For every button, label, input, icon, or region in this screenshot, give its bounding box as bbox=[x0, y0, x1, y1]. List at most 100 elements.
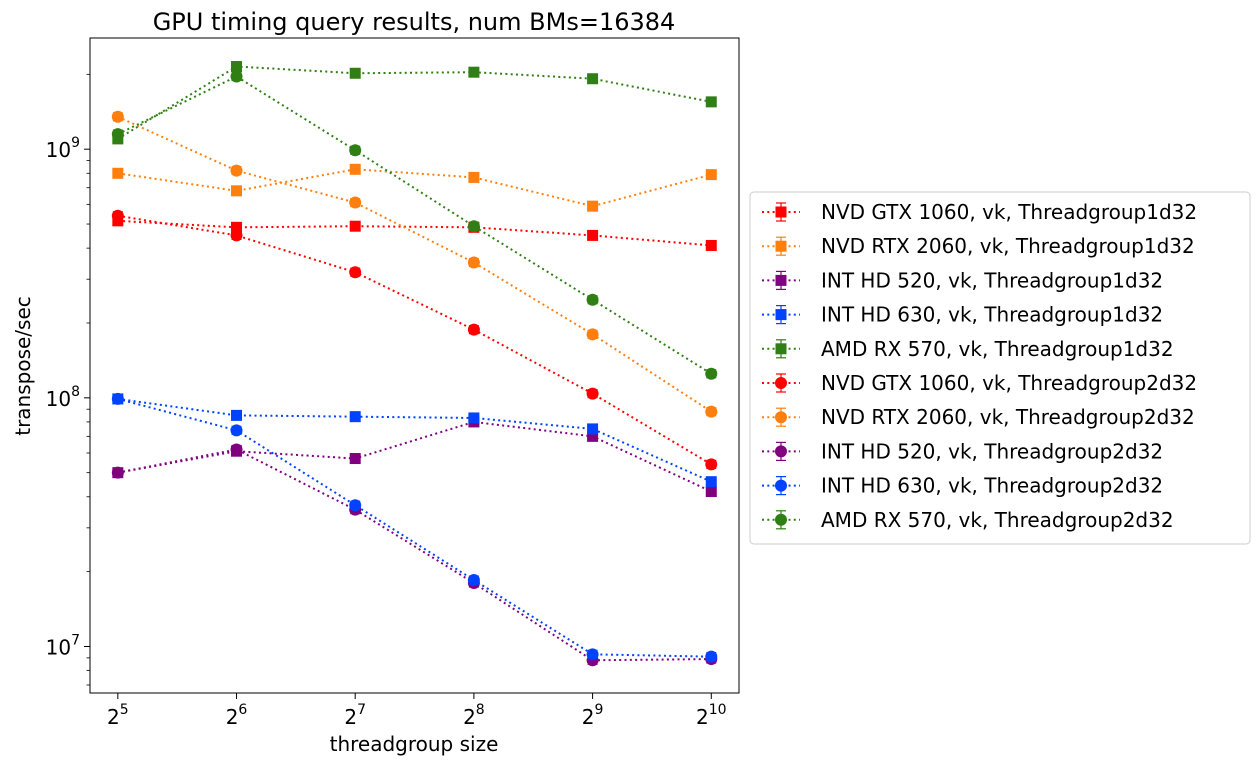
legend-entry: INT HD 520, vk, Threadgroup2d32 bbox=[762, 439, 1163, 463]
legend-label: AMD RX 570, vk, Threadgroup2d32 bbox=[821, 508, 1174, 532]
data-point bbox=[231, 409, 243, 421]
legend-entry: AMD RX 570, vk, Threadgroup2d32 bbox=[762, 508, 1174, 532]
series-line bbox=[117, 214, 712, 466]
legend-label: AMD RX 570, vk, Threadgroup1d32 bbox=[821, 337, 1174, 361]
legend-marker bbox=[775, 274, 787, 286]
series-8 bbox=[111, 392, 718, 663]
legend: NVD GTX 1060, vk, Threadgroup1d32 NVD RTX… bbox=[749, 191, 1251, 545]
data-point bbox=[705, 239, 717, 251]
x-tick-label: 210 bbox=[696, 702, 727, 729]
legend-label: NVD RTX 2060, vk, Threadgroup2d32 bbox=[821, 405, 1195, 429]
legend-marker bbox=[775, 411, 787, 424]
x-tick-label: 28 bbox=[463, 702, 485, 729]
series-line bbox=[117, 219, 712, 247]
legend-entry: INT HD 630, vk, Threadgroup1d32 bbox=[762, 303, 1163, 327]
legend-entry: NVD RTX 2060, vk, Threadgroup1d32 bbox=[762, 234, 1195, 258]
data-point bbox=[349, 163, 361, 175]
legend-label: INT HD 520, vk, Threadgroup2d32 bbox=[821, 439, 1163, 463]
data-point bbox=[587, 229, 599, 241]
data-point bbox=[467, 574, 480, 587]
data-point bbox=[349, 499, 362, 512]
data-point bbox=[111, 466, 124, 479]
data-point bbox=[468, 171, 480, 183]
legend-label: INT HD 630, vk, Threadgroup2d32 bbox=[821, 474, 1163, 498]
data-point bbox=[230, 70, 243, 83]
data-point bbox=[349, 196, 362, 209]
y-tick-label: 109 bbox=[46, 135, 80, 162]
y-axis-label: transpose/sec bbox=[11, 296, 35, 436]
y-tick-label: 108 bbox=[46, 384, 80, 411]
data-point bbox=[586, 293, 599, 306]
series-4 bbox=[112, 61, 717, 145]
legend-marker bbox=[775, 309, 787, 321]
series-line bbox=[117, 115, 712, 413]
legend-marker bbox=[775, 445, 787, 458]
legend-marker bbox=[775, 513, 787, 526]
data-point bbox=[586, 387, 599, 400]
x-axis-label: threadgroup size bbox=[330, 732, 499, 756]
data-point bbox=[705, 458, 718, 471]
series-line bbox=[117, 75, 712, 375]
legend-entry: AMD RX 570, vk, Threadgroup1d32 bbox=[762, 337, 1174, 361]
data-point bbox=[349, 67, 361, 79]
x-tick-label: 29 bbox=[582, 702, 604, 729]
data-point bbox=[349, 411, 361, 423]
data-point bbox=[587, 73, 599, 85]
data-point bbox=[111, 110, 124, 123]
legend-label: NVD RTX 2060, vk, Threadgroup1d32 bbox=[821, 234, 1195, 258]
data-point bbox=[231, 61, 243, 73]
series-5 bbox=[111, 209, 718, 471]
legend-label: NVD GTX 1060, vk, Threadgroup1d32 bbox=[821, 200, 1197, 224]
series-line bbox=[117, 448, 712, 662]
data-point bbox=[587, 200, 599, 212]
chart-title: GPU timing query results, num BMs=16384 bbox=[153, 8, 676, 36]
series-9 bbox=[111, 70, 718, 380]
legend-marker bbox=[775, 240, 787, 252]
series-7 bbox=[111, 443, 718, 667]
data-point bbox=[111, 392, 124, 405]
legend-entry: INT HD 630, vk, Threadgroup2d32 bbox=[762, 474, 1163, 498]
data-point bbox=[467, 323, 480, 336]
data-point bbox=[467, 256, 480, 269]
legend-marker bbox=[775, 343, 787, 355]
data-point bbox=[468, 66, 480, 78]
series-line bbox=[117, 397, 712, 658]
data-point bbox=[586, 328, 599, 341]
data-point bbox=[111, 209, 124, 222]
legend-entry: INT HD 520, vk, Threadgroup1d32 bbox=[762, 268, 1163, 292]
data-point bbox=[705, 367, 718, 380]
legend-label: INT HD 630, vk, Threadgroup1d32 bbox=[821, 303, 1163, 327]
data-point bbox=[705, 486, 717, 498]
data-point bbox=[349, 453, 361, 465]
data-point bbox=[468, 412, 480, 424]
data-point bbox=[112, 167, 124, 179]
data-point bbox=[705, 169, 717, 181]
legend-entry: NVD GTX 1060, vk, Threadgroup2d32 bbox=[762, 371, 1197, 395]
series-line bbox=[117, 420, 712, 493]
legend-box bbox=[749, 191, 1251, 545]
x-tick-label: 27 bbox=[344, 702, 366, 729]
series-line bbox=[117, 65, 712, 140]
data-point bbox=[349, 220, 361, 232]
data-point bbox=[231, 221, 243, 233]
plot-area: 25 26 27 28 29 210 107 108 109 bbox=[46, 37, 740, 729]
legend-label: NVD GTX 1060, vk, Threadgroup2d32 bbox=[821, 371, 1197, 395]
legend-marker bbox=[775, 377, 787, 389]
data-point bbox=[467, 220, 480, 233]
data-point bbox=[587, 423, 599, 435]
series-0 bbox=[112, 215, 717, 251]
data-point bbox=[586, 648, 599, 661]
series-line bbox=[117, 168, 712, 208]
data-point bbox=[587, 430, 599, 442]
legend-entry: NVD RTX 2060, vk, Threadgroup2d32 bbox=[762, 405, 1195, 429]
data-point bbox=[705, 96, 717, 108]
data-point bbox=[230, 229, 243, 242]
legend-marker bbox=[775, 206, 787, 218]
series-1 bbox=[112, 163, 717, 212]
x-tick-label: 25 bbox=[107, 702, 129, 729]
data-point bbox=[705, 405, 718, 418]
legend-label: INT HD 520, vk, Threadgroup1d32 bbox=[821, 268, 1163, 292]
series-line bbox=[117, 397, 712, 483]
x-tick-label: 26 bbox=[226, 702, 248, 729]
